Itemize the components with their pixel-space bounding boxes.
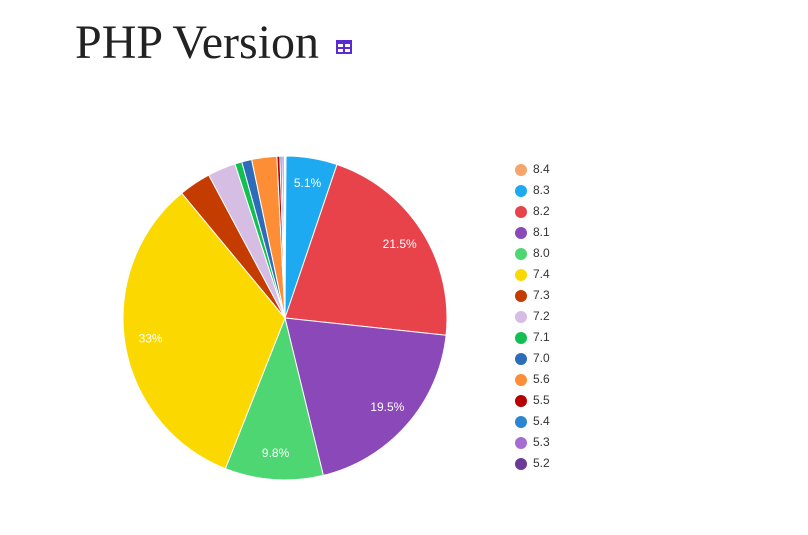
- legend-label: 8.4: [533, 162, 550, 176]
- pie-slice: [283, 155, 286, 319]
- legend-swatch: [515, 395, 527, 407]
- legend-swatch: [515, 269, 527, 281]
- legend-label: 5.2: [533, 456, 550, 470]
- legend-swatch: [515, 185, 527, 197]
- legend-swatch: [515, 458, 527, 470]
- legend-swatch: [515, 290, 527, 302]
- legend-label: 7.2: [533, 309, 550, 323]
- legend-swatch: [515, 227, 527, 239]
- legend-label: 5.5: [533, 393, 550, 407]
- chart-title: PHP Version: [75, 16, 319, 69]
- slice-label: 9.8%: [262, 446, 290, 460]
- legend-swatch: [515, 437, 527, 449]
- legend-label: 7.0: [533, 351, 550, 365]
- legend-swatch: [515, 374, 527, 386]
- table-view-icon[interactable]: [336, 40, 352, 54]
- legend-label: 8.2: [533, 204, 550, 218]
- legend-label: 5.3: [533, 435, 550, 449]
- legend-swatch: [515, 332, 527, 344]
- legend-label: 5.6: [533, 372, 550, 386]
- legend-swatch: [515, 164, 527, 176]
- legend-label: 5.4: [533, 414, 550, 428]
- slice-label: 19.5%: [370, 400, 404, 414]
- legend-label: 7.1: [533, 330, 550, 344]
- legend-label: 7.4: [533, 267, 550, 281]
- legend-swatch: [515, 248, 527, 260]
- legend-swatch: [515, 353, 527, 365]
- slice-label: 33%: [139, 331, 163, 345]
- legend-swatch: [515, 416, 527, 428]
- legend-label: 7.3: [533, 288, 550, 302]
- legend-label: 8.0: [533, 246, 550, 260]
- slice-label: 5.1%: [294, 176, 322, 190]
- legend-label: 8.3: [533, 183, 550, 197]
- pie-slice: [284, 317, 447, 477]
- legend-swatch: [515, 311, 527, 323]
- pie-slice: [224, 316, 324, 481]
- legend-swatch: [515, 206, 527, 218]
- pie-slice: [122, 192, 286, 470]
- slice-label: 21.5%: [383, 237, 417, 251]
- legend-label: 8.1: [533, 225, 550, 239]
- pie-slice: [284, 163, 448, 336]
